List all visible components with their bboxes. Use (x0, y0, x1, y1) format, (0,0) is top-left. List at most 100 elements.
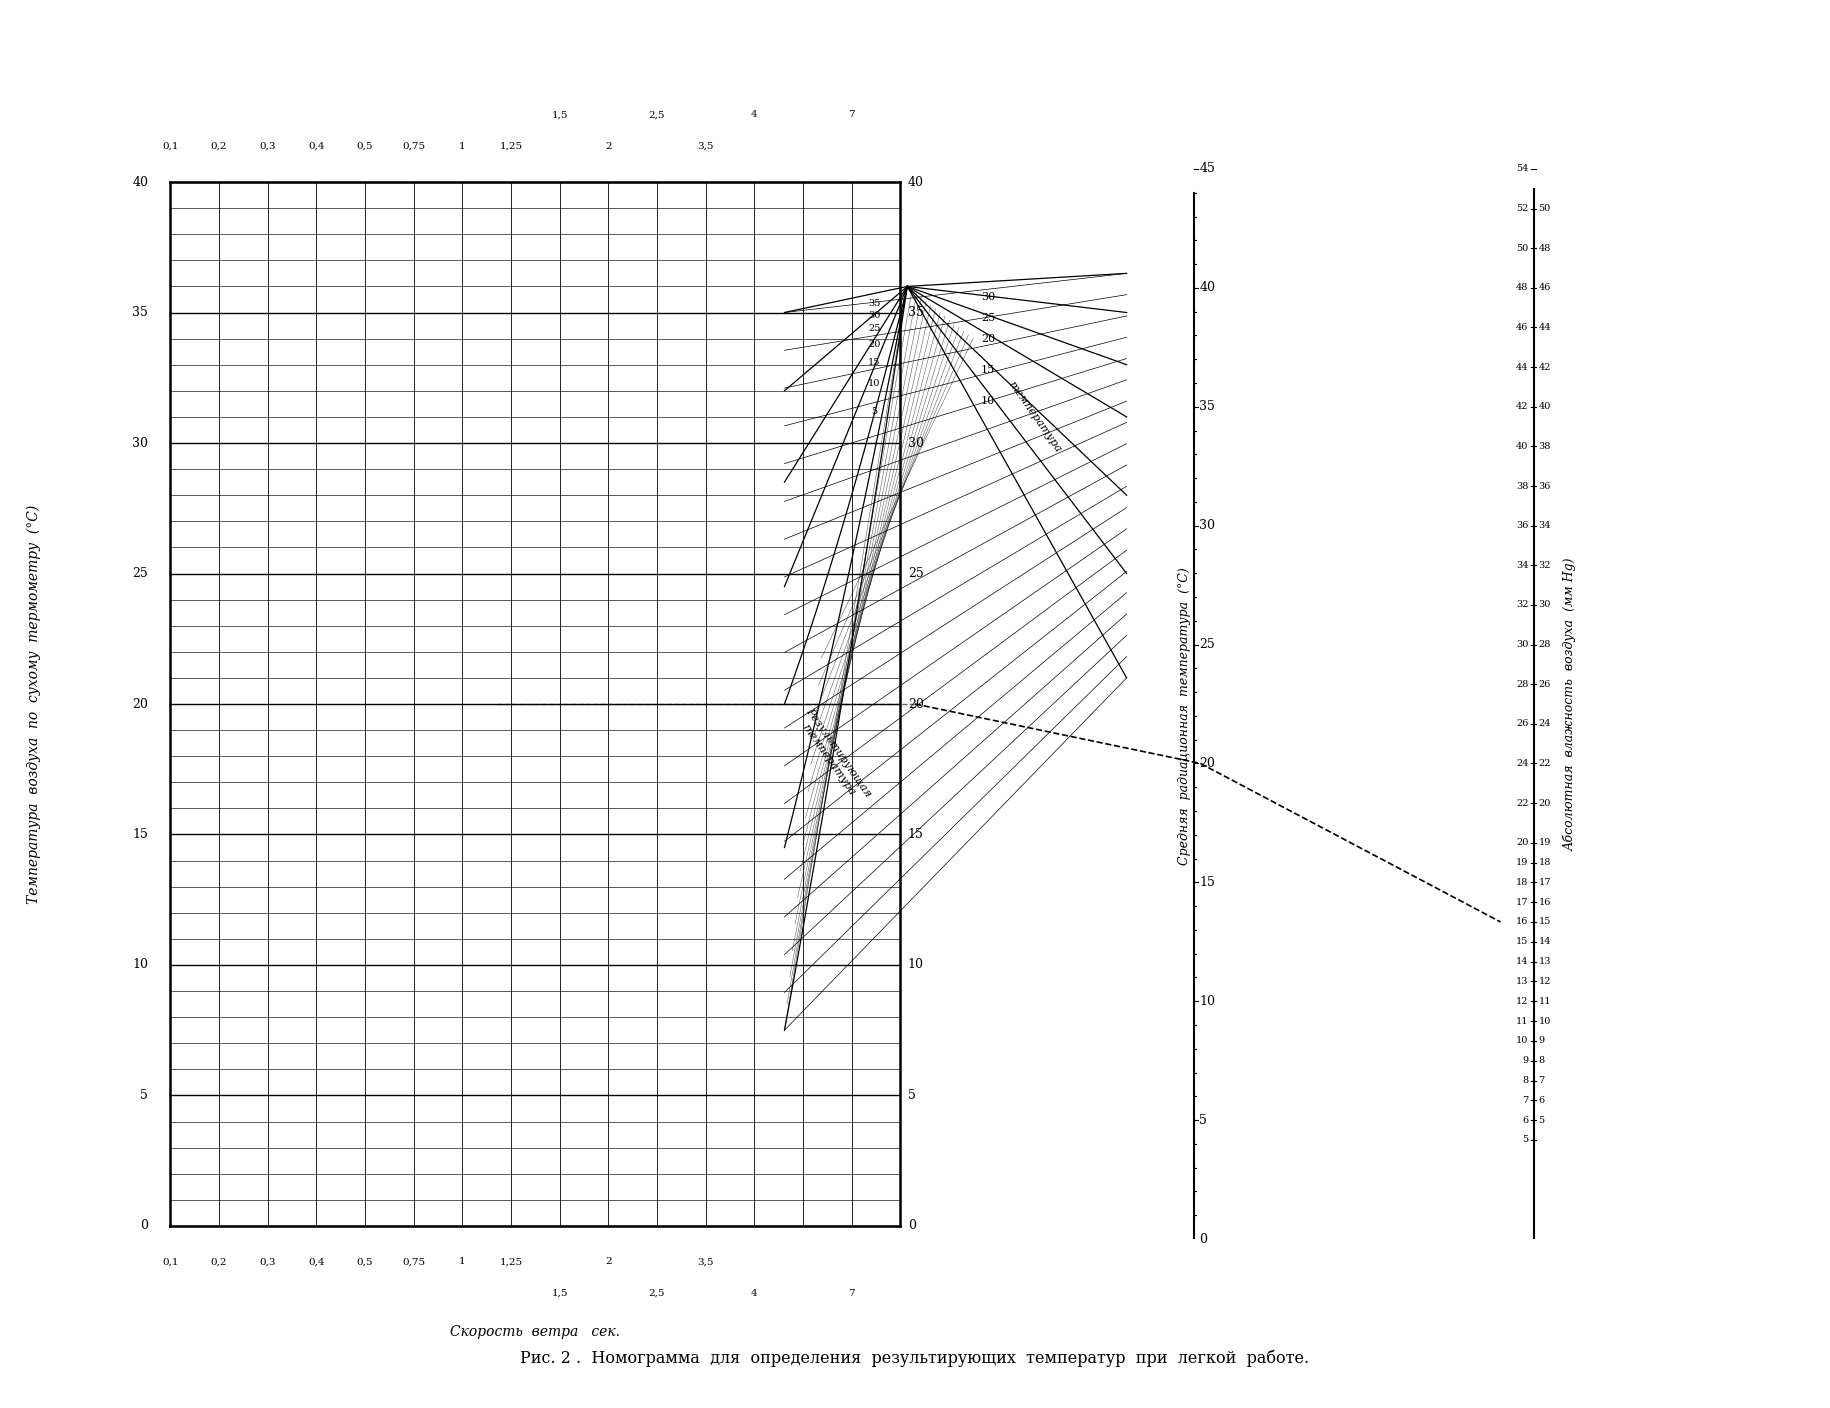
Text: 32: 32 (1539, 560, 1552, 570)
Text: 46: 46 (1539, 283, 1550, 293)
Text: 34: 34 (1515, 560, 1528, 570)
Text: 11: 11 (1515, 1017, 1528, 1025)
Text: 8: 8 (1523, 1076, 1528, 1086)
Text: 15: 15 (981, 365, 996, 375)
Text: 5: 5 (1523, 1135, 1528, 1145)
Text: 1,5: 1,5 (551, 110, 567, 120)
Text: 7: 7 (849, 1288, 855, 1298)
Text: 40: 40 (132, 176, 148, 189)
Text: 19: 19 (1517, 857, 1528, 867)
Text: 18: 18 (1539, 857, 1550, 867)
Text: 0,75: 0,75 (403, 1257, 425, 1266)
Text: 17: 17 (1539, 877, 1552, 887)
Text: 20: 20 (908, 697, 924, 711)
Text: 0: 0 (1199, 1232, 1208, 1246)
Text: 3,5: 3,5 (697, 1257, 714, 1266)
Text: 0,75: 0,75 (403, 142, 425, 151)
Text: 40: 40 (1539, 403, 1550, 411)
Text: 38: 38 (1517, 482, 1528, 490)
Text: 0,4: 0,4 (307, 1257, 324, 1266)
Text: 15: 15 (908, 828, 924, 841)
Text: 26: 26 (1517, 719, 1528, 728)
Text: 32: 32 (1515, 600, 1528, 610)
Text: 13: 13 (1515, 977, 1528, 986)
Text: 10: 10 (908, 959, 924, 972)
Text: 5: 5 (1539, 1115, 1545, 1125)
Text: 30: 30 (1199, 520, 1215, 532)
Text: 20: 20 (981, 334, 996, 344)
Text: 1,5: 1,5 (551, 1288, 567, 1298)
Text: 16: 16 (1539, 898, 1550, 907)
Text: 6: 6 (1539, 1095, 1545, 1105)
Text: 46: 46 (1517, 322, 1528, 332)
Text: Рис. 2 .  Номограмма  для  определения  результирующих  температур  при  легкой : Рис. 2 . Номограмма для определения резу… (520, 1350, 1310, 1367)
Text: 16: 16 (1517, 918, 1528, 926)
Text: 9: 9 (1523, 1056, 1528, 1066)
Text: 5: 5 (908, 1088, 915, 1102)
Text: 28: 28 (1517, 680, 1528, 689)
Text: 54: 54 (1517, 165, 1528, 173)
Text: 15: 15 (132, 828, 148, 841)
Text: 30: 30 (981, 291, 996, 301)
Text: 7: 7 (1539, 1076, 1545, 1086)
Text: 7: 7 (1523, 1095, 1528, 1105)
Text: 3,5: 3,5 (697, 142, 714, 151)
Text: Результирующая
температура: Результирующая температура (794, 707, 873, 805)
Text: 13: 13 (1539, 957, 1552, 966)
Text: 25: 25 (867, 324, 880, 334)
Text: 22: 22 (1539, 759, 1552, 767)
Text: 8: 8 (1539, 1056, 1545, 1066)
Text: 15: 15 (1199, 876, 1215, 888)
Text: 30: 30 (908, 436, 924, 449)
Text: 20: 20 (867, 339, 880, 349)
Text: 35: 35 (908, 306, 924, 320)
Text: температура: температура (1007, 379, 1063, 455)
Text: 0,2: 0,2 (210, 142, 227, 151)
Text: 6: 6 (1523, 1115, 1528, 1125)
Text: 42: 42 (1515, 403, 1528, 411)
Text: 7: 7 (849, 110, 855, 120)
Text: 10: 10 (1199, 994, 1215, 1008)
Text: 0: 0 (908, 1219, 915, 1232)
Text: Средняя  радиационная  температура  (°С): Средняя радиационная температура (°С) (1179, 567, 1191, 865)
Text: Скорость  ветра   сек.: Скорость ветра сек. (450, 1325, 620, 1339)
Text: 36: 36 (1517, 521, 1528, 531)
Text: 36: 36 (1539, 482, 1550, 490)
Text: 1,25: 1,25 (500, 142, 523, 151)
Text: 35: 35 (132, 306, 148, 320)
Text: 25: 25 (132, 567, 148, 580)
Text: 30: 30 (132, 436, 148, 449)
Text: 15: 15 (1539, 918, 1550, 926)
Text: 20: 20 (132, 697, 148, 711)
Text: 48: 48 (1517, 283, 1528, 293)
Text: 52: 52 (1517, 204, 1528, 213)
Text: Температура  воздуха  по  сухому  термометру  (°C): Температура воздуха по сухому термометру… (27, 504, 40, 904)
Text: 18: 18 (1517, 877, 1528, 887)
Text: 50: 50 (1539, 204, 1550, 213)
Text: 40: 40 (1517, 442, 1528, 451)
Text: 0,5: 0,5 (357, 1257, 373, 1266)
Text: 20: 20 (1199, 758, 1215, 770)
Text: 10: 10 (1539, 1017, 1550, 1025)
Text: 15: 15 (867, 358, 880, 366)
Text: 0: 0 (141, 1219, 148, 1232)
Text: 0,4: 0,4 (307, 142, 324, 151)
Text: 14: 14 (1539, 938, 1552, 946)
Text: 34: 34 (1539, 521, 1552, 531)
Text: 45: 45 (1199, 162, 1215, 176)
Text: 4: 4 (750, 1288, 758, 1298)
Text: 10: 10 (867, 379, 880, 389)
Text: 12: 12 (1515, 997, 1528, 1005)
Text: 44: 44 (1515, 363, 1528, 372)
Text: 0,1: 0,1 (161, 1257, 178, 1266)
Text: 15: 15 (1517, 938, 1528, 946)
Text: 17: 17 (1515, 898, 1528, 907)
Text: 30: 30 (1539, 600, 1550, 610)
Text: 2,5: 2,5 (648, 110, 666, 120)
Text: 40: 40 (908, 176, 924, 189)
Text: 50: 50 (1517, 244, 1528, 252)
Text: 35: 35 (867, 298, 880, 308)
Text: 10: 10 (981, 396, 996, 407)
Text: 20: 20 (1539, 798, 1550, 808)
Text: 9: 9 (1539, 1036, 1545, 1045)
